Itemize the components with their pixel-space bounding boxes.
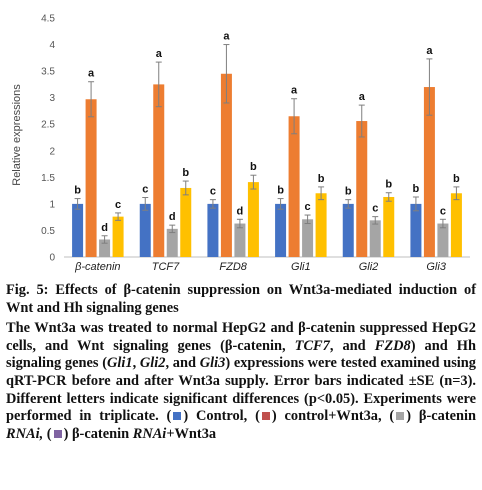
significance-letter: c: [210, 186, 216, 198]
bar: [383, 196, 395, 257]
bar: [275, 203, 287, 257]
bar: [410, 203, 422, 257]
x-tick-label: Gli3: [426, 261, 446, 273]
significance-letter: b: [182, 167, 189, 179]
gene-fzd8: FZD8: [374, 337, 411, 354]
significance-letter: b: [345, 186, 352, 198]
bar: [423, 87, 435, 258]
gene-gli1: Gli1: [106, 355, 133, 372]
y-tick-label: 1: [49, 199, 55, 210]
x-axis-categories: β-catenin TCF7 FZD8 Gli1 Gli2 Gli3: [74, 261, 447, 273]
caption-text: , and: [329, 337, 375, 354]
legend-swatch-control: [173, 412, 182, 421]
y-axis-ticks: 0 0.5 1 1.5 2 2.5 3 3.5 4 4.5: [41, 14, 55, 264]
significance-letter: a: [291, 85, 298, 97]
caption-title: Fig. 5: Effects of β-catenin suppression…: [6, 282, 476, 316]
significance-letter: c: [372, 203, 378, 215]
bar: [85, 99, 97, 257]
caption-text: , and: [165, 355, 200, 372]
y-tick-label: 2: [49, 146, 55, 157]
y-tick-label: 4.5: [41, 14, 55, 25]
bar: [153, 84, 165, 257]
significance-letter: d: [237, 205, 244, 217]
bar: [166, 228, 178, 257]
bar: [302, 219, 314, 257]
bar: [356, 121, 368, 257]
x-tick-label: FZD8: [219, 261, 247, 273]
significance-letter: c: [440, 205, 446, 217]
significance-letter: a: [426, 45, 433, 57]
legend-swatch-control-wnt3a: [261, 412, 270, 421]
significance-letter: b: [318, 173, 325, 185]
legend-swatch-rnai-wnt3a: [53, 429, 62, 438]
significance-letter: b: [277, 185, 284, 197]
caption-text: +Wnt3a: [166, 425, 217, 442]
y-tick-label: 2.5: [41, 120, 55, 131]
bar: [247, 182, 259, 257]
x-tick-label: Gli1: [291, 261, 311, 273]
rnai-term: RNAi: [132, 425, 167, 442]
caption-body: The Wnt3a was treated to normal HepG2 an…: [6, 320, 476, 443]
x-tick-label: Gli2: [359, 261, 379, 273]
y-tick-label: 3: [49, 93, 55, 104]
bar-chart: 00.511.522.533.544.5 badccadbcadbbacbbac…: [11, 14, 470, 273]
bar: [450, 193, 462, 257]
bar: [342, 203, 354, 257]
bar: [315, 193, 327, 257]
significance-letter: d: [101, 222, 108, 234]
y-tick-label: 0.5: [41, 226, 55, 237]
bar: [437, 223, 449, 257]
caption-text: ) β-catenin: [406, 408, 476, 425]
caption-text: ) Control, (: [183, 408, 260, 425]
significance-letter: c: [305, 201, 311, 213]
caption-text: ) control+Wnt3a, (: [271, 408, 395, 425]
y-tick-label: 3.5: [41, 67, 55, 78]
y-tick-label: 1.5: [41, 173, 55, 184]
y-axis-label: Relative expressions: [11, 84, 23, 186]
significance-letter: b: [413, 183, 420, 195]
bar: [139, 203, 151, 257]
gene-gli2: Gli2: [139, 355, 166, 372]
significance-letter: b: [250, 161, 257, 173]
bar: [180, 187, 192, 257]
x-tick-label: β-catenin: [74, 261, 120, 273]
significance-letter: c: [115, 199, 121, 211]
bar: [99, 239, 111, 257]
bar: [112, 216, 124, 257]
caption-text: (: [43, 425, 52, 442]
figure-caption: Fig. 5: Effects of β-catenin suppression…: [6, 282, 476, 443]
caption-text: ) expressions were tested examined using…: [6, 355, 476, 425]
bar: [234, 223, 246, 257]
significance-letter: a: [156, 48, 163, 60]
bar: [220, 73, 232, 258]
y-tick-label: 0: [49, 253, 55, 264]
rnai-term: RNAi,: [6, 425, 44, 442]
significance-letter: b: [385, 179, 392, 191]
bar: [207, 203, 219, 257]
significance-letter: d: [169, 211, 176, 223]
gene-tcf7: TCF7: [294, 337, 330, 354]
caption-text: ) and Hh signaling genes (: [6, 337, 476, 372]
significance-letter: b: [74, 185, 81, 197]
gene-gli3: Gli3: [199, 355, 226, 372]
caption-text: ,: [132, 355, 140, 372]
legend-swatch-rnai: [396, 412, 405, 421]
caption-text: The Wnt3a was treated to normal HepG2 an…: [6, 320, 476, 354]
significance-letter: a: [359, 91, 366, 103]
significance-letter: a: [223, 31, 230, 43]
significance-letter: b: [453, 173, 460, 185]
x-tick-label: TCF7: [152, 261, 180, 273]
bar: [369, 220, 381, 257]
significance-letter: c: [142, 184, 148, 196]
y-tick-label: 4: [49, 40, 55, 51]
significance-letter: a: [88, 68, 95, 80]
bar: [288, 116, 300, 257]
caption-text: ) β-catenin: [63, 425, 133, 442]
bar: [72, 203, 84, 257]
